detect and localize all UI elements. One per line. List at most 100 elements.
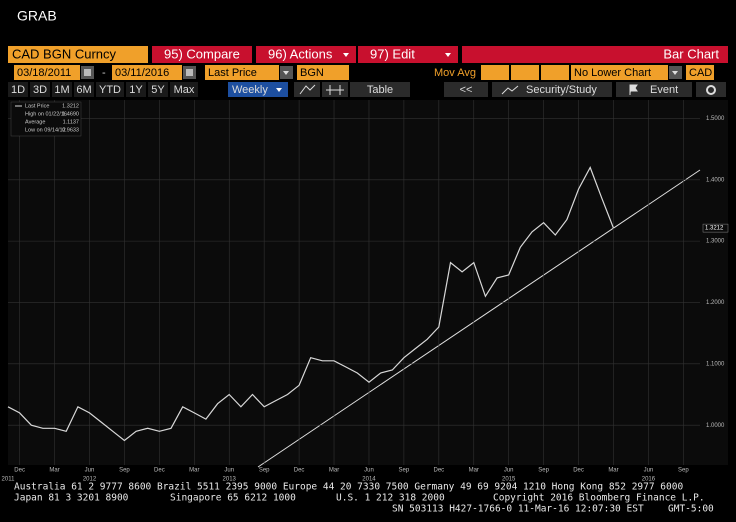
start-date: 03/18/2011: [17, 67, 71, 79]
back-button[interactable]: [444, 82, 488, 97]
period: Max: [174, 84, 195, 96]
x-tick-label: Mar: [189, 468, 199, 474]
last-price-tag: [702, 223, 729, 233]
menu-label: 96) Actions: [268, 46, 333, 61]
field: Last Price: [208, 67, 257, 79]
x-tick-label: Mar: [469, 468, 479, 474]
table: Table: [367, 84, 393, 96]
mov-avg-input-box[interactable]: [541, 65, 569, 80]
menu-label: 97) Edit: [370, 46, 415, 61]
window-title: GRAB: [17, 8, 57, 24]
frequency-button[interactable]: [228, 82, 288, 97]
menu-button[interactable]: [256, 46, 356, 63]
start-date-box[interactable]: [14, 65, 80, 80]
x-tick-label: Dec: [433, 468, 444, 474]
gear-glyph: [706, 85, 716, 95]
period-button[interactable]: [170, 82, 198, 97]
crosshair-glyph: [326, 85, 344, 95]
footer-text: U.S. 1 212 318 2000: [336, 493, 445, 504]
legend-value: 1.1137: [63, 119, 79, 125]
x-year-label: 2012: [83, 477, 97, 483]
period: 3D: [33, 84, 47, 96]
field-box[interactable]: [205, 65, 279, 80]
legend-label: High on 01/22/16: [25, 111, 67, 117]
x-tick-label: Sep: [119, 468, 130, 474]
end-date-box[interactable]: [112, 65, 182, 80]
y-tick-label: 1.3000: [706, 239, 725, 245]
end-date: 03/11/2016: [115, 67, 169, 79]
source-box[interactable]: [297, 65, 349, 80]
period-button[interactable]: [96, 82, 124, 97]
legend-label: Low on 09/14/12: [25, 127, 66, 133]
chart-kind-button[interactable]: [462, 46, 728, 63]
flag-glyph: [629, 84, 638, 95]
period: 1Y: [129, 84, 143, 96]
x-tick-label: Jun: [364, 468, 374, 474]
menu-button[interactable]: [152, 46, 252, 63]
y-tick-label: 1.2000: [706, 300, 725, 306]
mov-avg-input-box[interactable]: [511, 65, 539, 80]
period: 1D: [11, 84, 25, 96]
ticker-box[interactable]: [8, 46, 148, 63]
x-tick-label: Jun: [224, 468, 234, 474]
dropdown-arrow: [283, 71, 289, 75]
footer-text: Australia 61 2 9777 8600 Brazil 5511 239…: [14, 482, 683, 493]
security-study-button[interactable]: [492, 82, 612, 97]
legend-label: Last Price: [25, 103, 49, 109]
trend-line: [257, 169, 701, 468]
legend-value: 1.4690: [62, 111, 79, 117]
currency-box[interactable]: [686, 65, 714, 80]
period-button[interactable]: [30, 82, 50, 97]
dropdown-arrow: [276, 88, 282, 92]
x-tick-label: Dec: [294, 468, 305, 474]
lower-chart-box[interactable]: [571, 65, 668, 80]
x-year-label: 2011: [2, 477, 16, 483]
x-tick-label: Mar: [49, 468, 59, 474]
period-button[interactable]: [148, 82, 168, 97]
calendar-glyph: [84, 69, 91, 76]
period: YTD: [99, 84, 121, 96]
currency: CAD: [689, 67, 712, 79]
line-tool-glyph: [299, 84, 316, 95]
period-button[interactable]: [74, 82, 94, 97]
x-tick-label: Mar: [329, 468, 339, 474]
legend-box: [10, 101, 82, 137]
event: Event: [650, 84, 678, 96]
x-tick-label: Jun: [85, 468, 95, 474]
menu-label: 95) Compare: [164, 46, 240, 61]
last-price-label: 1.3212: [705, 226, 724, 232]
footer-text: GMT-5:00: [668, 504, 714, 515]
price-line: [7, 166, 615, 442]
chart-kind: Bar Chart: [663, 46, 719, 61]
legend-label: Average: [25, 119, 45, 125]
ticker: CAD BGN Curncy: [12, 46, 117, 61]
y-tick-label: 1.5000: [706, 116, 725, 122]
footer-text: Japan 81 3 3201 8900: [14, 493, 129, 504]
x-year-label: 2014: [362, 477, 376, 483]
x-tick-label: Sep: [259, 468, 270, 474]
x-tick-label: Sep: [538, 468, 549, 474]
plot-area: [8, 100, 728, 465]
period-button[interactable]: [8, 82, 28, 97]
x-tick-label: Sep: [399, 468, 410, 474]
security-study: Security/Study: [526, 84, 597, 96]
chart-glyph: [501, 85, 519, 95]
footer-text: Singapore 65 6212 1000: [170, 493, 296, 504]
settings-button[interactable]: [696, 82, 726, 97]
legend-value: 1.3212: [62, 103, 79, 109]
line-tool-button[interactable]: [294, 82, 320, 97]
x-year-label: 2013: [223, 477, 237, 483]
mov-avg-input-box[interactable]: [481, 65, 509, 80]
y-tick-label: 1.0000: [706, 423, 725, 429]
back: <<: [460, 84, 473, 96]
period-button[interactable]: [126, 82, 146, 97]
x-tick-label: Dec: [14, 468, 25, 474]
period: 5Y: [151, 84, 165, 96]
table-button[interactable]: [350, 82, 410, 97]
period-button[interactable]: [52, 82, 72, 97]
x-tick-label: Jun: [644, 468, 654, 474]
dropdown-arrow: [343, 53, 349, 57]
menu-button[interactable]: [358, 46, 458, 63]
